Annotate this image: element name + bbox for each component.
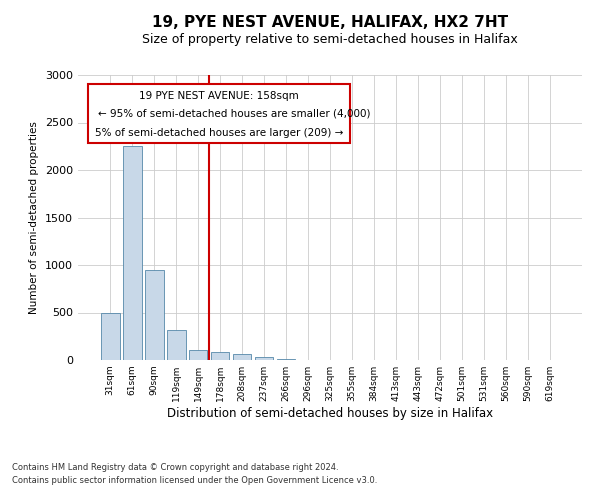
Text: 5% of semi-detached houses are larger (209) →: 5% of semi-detached houses are larger (2… [95, 128, 343, 138]
Bar [233, 354, 251, 360]
Bar [189, 350, 208, 360]
Bar [167, 330, 185, 360]
Bar [211, 352, 229, 360]
Text: 19, PYE NEST AVENUE, HALIFAX, HX2 7HT: 19, PYE NEST AVENUE, HALIFAX, HX2 7HT [152, 15, 508, 30]
X-axis label: Distribution of semi-detached houses by size in Halifax: Distribution of semi-detached houses by … [167, 407, 493, 420]
Text: ← 95% of semi-detached houses are smaller (4,000): ← 95% of semi-detached houses are smalle… [98, 108, 371, 118]
Bar [277, 359, 295, 360]
Y-axis label: Number of semi-detached properties: Number of semi-detached properties [29, 121, 40, 314]
Text: Contains public sector information licensed under the Open Government Licence v3: Contains public sector information licen… [12, 476, 377, 485]
Text: Contains HM Land Registry data © Crown copyright and database right 2024.: Contains HM Land Registry data © Crown c… [12, 464, 338, 472]
Bar [145, 270, 164, 360]
FancyBboxPatch shape [88, 84, 350, 144]
Bar [101, 312, 119, 360]
Text: 19 PYE NEST AVENUE: 158sqm: 19 PYE NEST AVENUE: 158sqm [139, 90, 299, 101]
Text: Size of property relative to semi-detached houses in Halifax: Size of property relative to semi-detach… [142, 32, 518, 46]
Bar [123, 146, 142, 360]
Bar [255, 357, 274, 360]
